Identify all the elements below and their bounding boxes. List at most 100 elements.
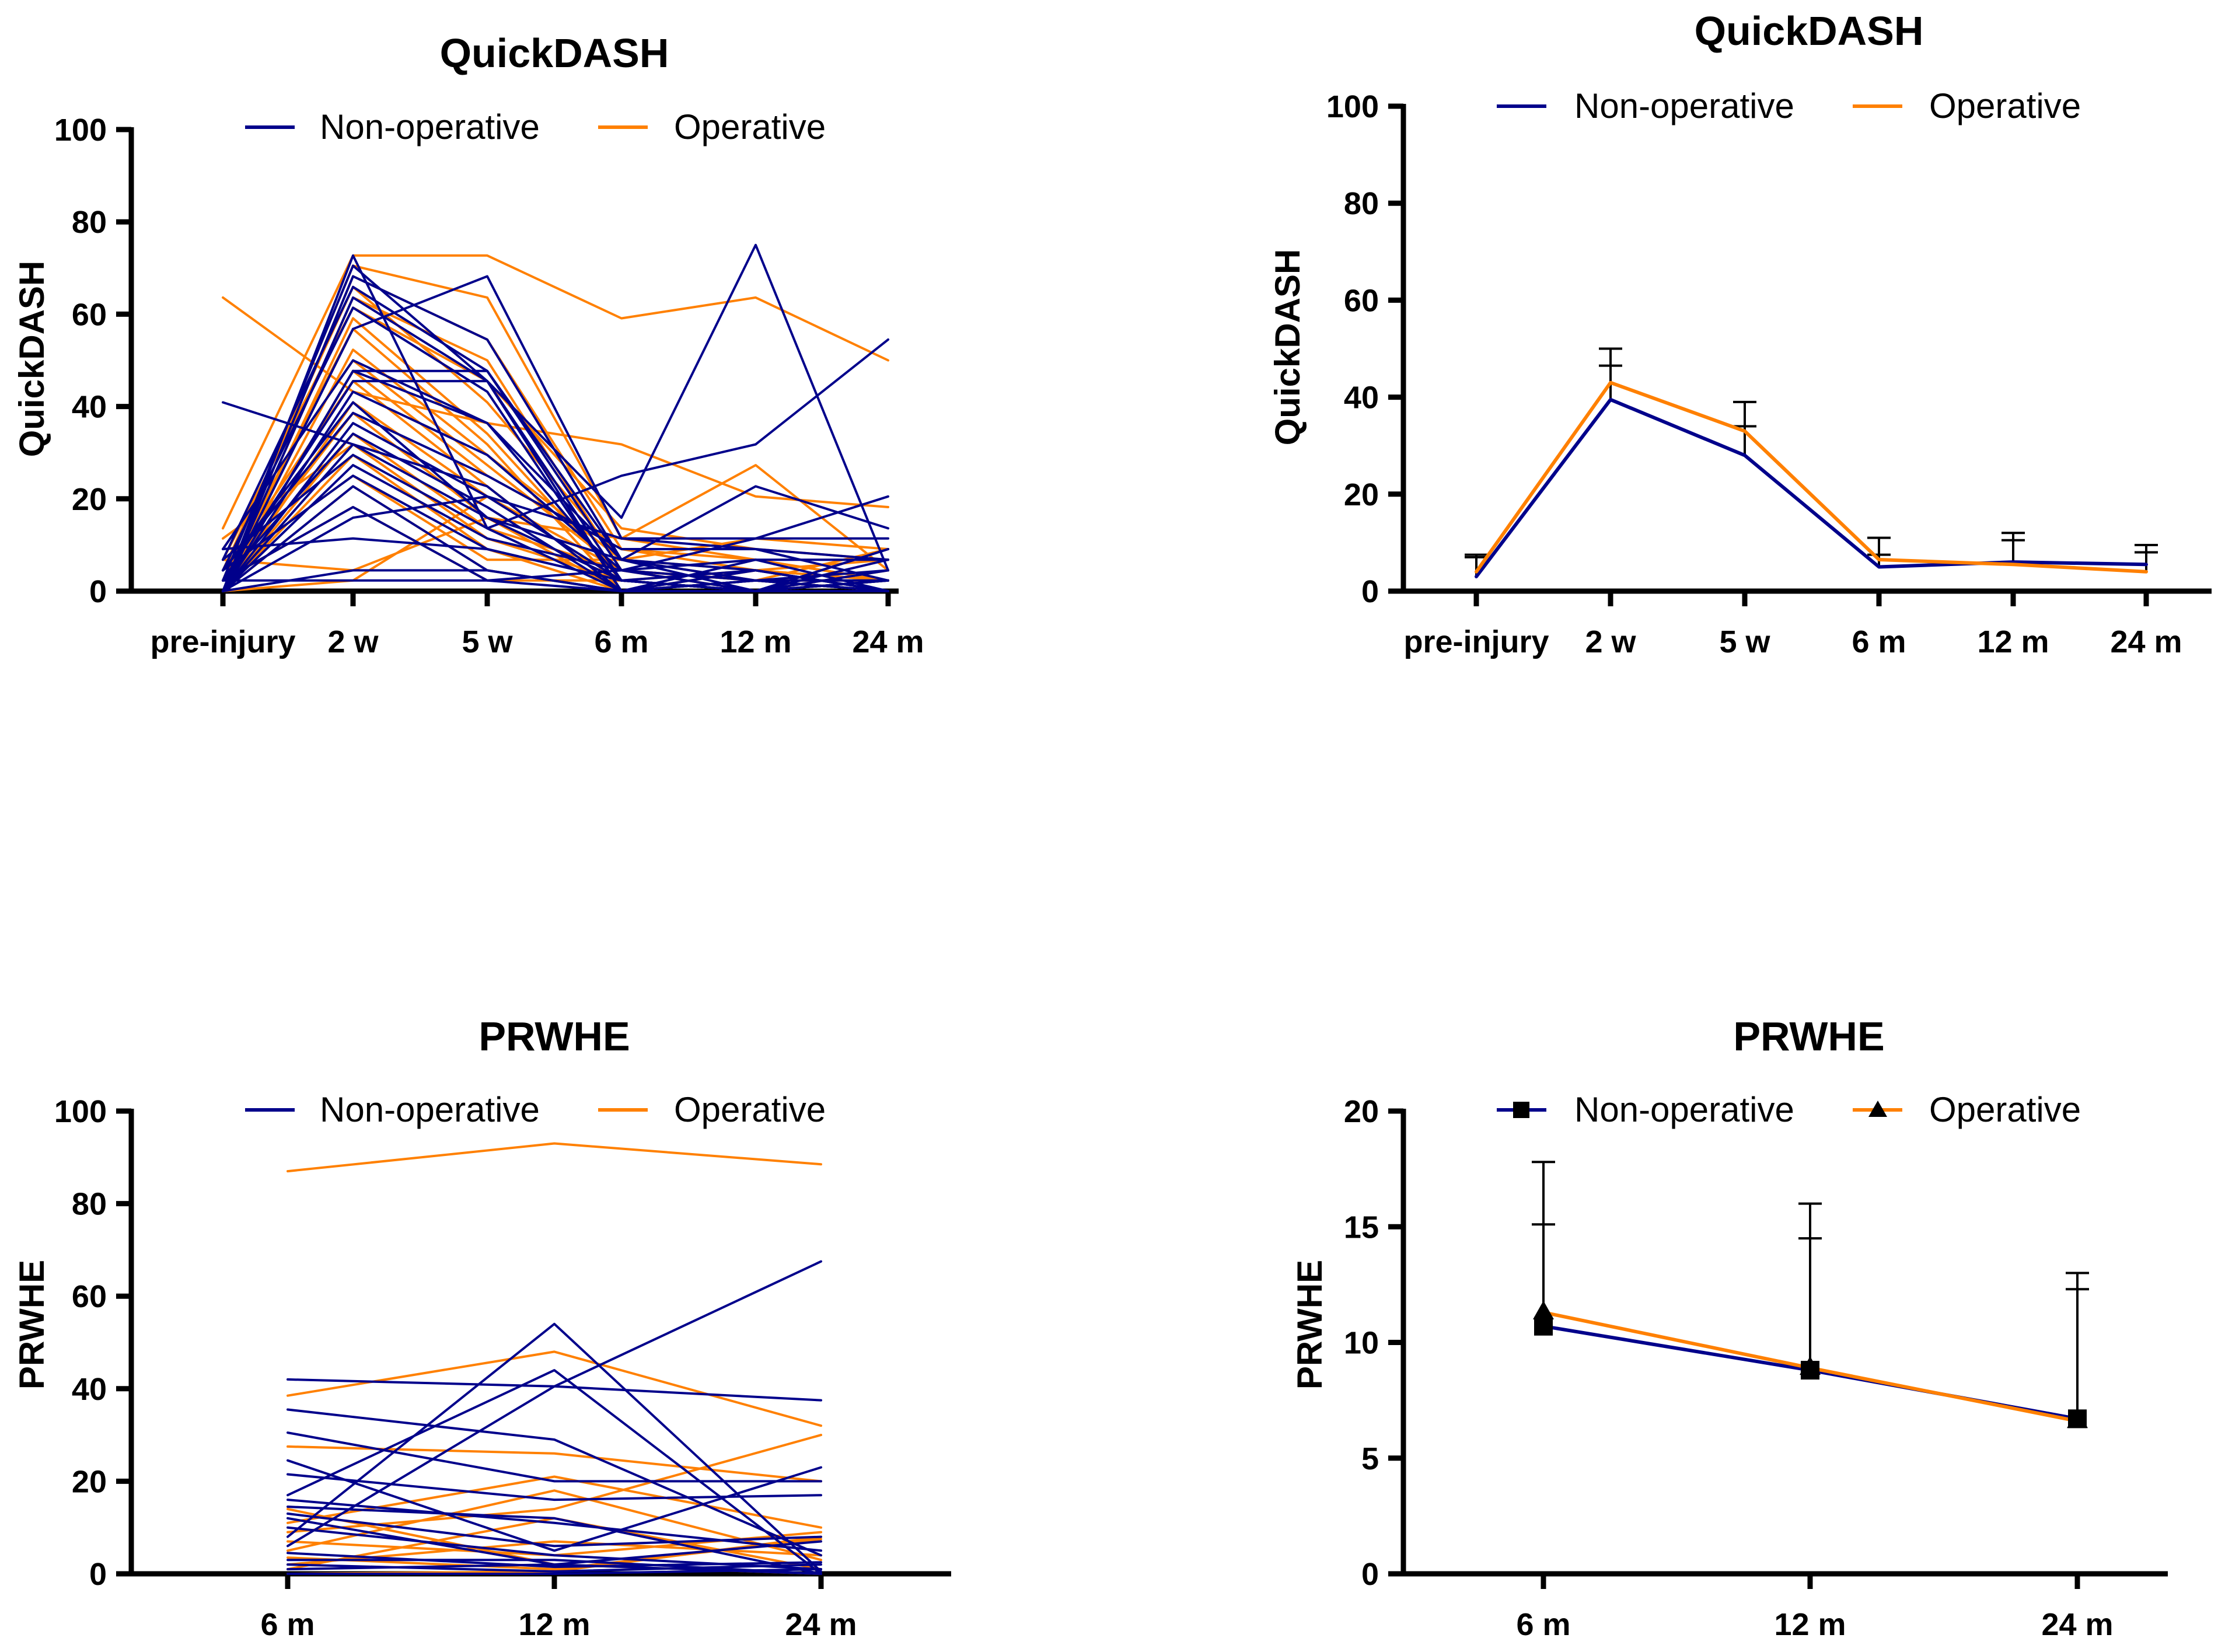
- y-tick-label: 100: [54, 1094, 107, 1129]
- series-line-non-operative: [287, 1322, 822, 1573]
- y-tick-label: 15: [1344, 1210, 1379, 1245]
- legend-label-operative: Operative: [674, 107, 826, 146]
- series-line-non-operative: [222, 243, 889, 582]
- panel-prwhe-mean: PRWHE PRWHE 0 5 10 15 20 6 m 12 m 24 m Non-oper…: [1290, 1014, 2168, 1642]
- y-tick-label: 0: [89, 574, 107, 609]
- series-line-non-operative: [222, 443, 889, 592]
- y-tick-label: 20: [72, 482, 107, 517]
- x-tick-label: 24 m: [852, 624, 924, 659]
- x-tick-label: 12 m: [518, 1607, 590, 1642]
- x-tick-label: 24 m: [785, 1607, 857, 1642]
- series-line-non-operative: [222, 495, 889, 592]
- plot-area: 0 20 40 60 80 100 pre-injury 2 w 5 w 6 m 12 m 24 m: [1326, 89, 2212, 659]
- series-line-non-operative: [222, 401, 889, 592]
- y-tick-label: 20: [72, 1464, 107, 1499]
- y-tick-label: 40: [72, 390, 107, 425]
- panel-quickdash-individual: QuickDASH QuickDASH 0 20 40 60 80 100 pre-inju…: [12, 30, 924, 659]
- x-tick-label: 5 w: [462, 624, 513, 659]
- plot-area: 0 20 40 60 80 100 pre-injury 2 w 5 w 6 m 12 m 24 m: [54, 113, 924, 659]
- legend-marker-triangle: [1868, 1101, 1887, 1117]
- y-tick-label: 10: [1344, 1326, 1379, 1361]
- y-tick-label: 80: [72, 1187, 107, 1222]
- x-tick-label: pre-injury: [1403, 624, 1549, 659]
- series-line-non-operative: [287, 1499, 822, 1552]
- panel-title: PRWHE: [1733, 1014, 1884, 1059]
- series-line-non-operative: [222, 464, 889, 592]
- y-tick-label: 60: [1344, 283, 1379, 318]
- legend-label-non-operative: Non-operative: [1574, 1090, 1794, 1129]
- panel-title: QuickDASH: [440, 30, 669, 76]
- x-tick-label: 24 m: [2110, 624, 2182, 659]
- data-point-square: [1534, 1316, 1553, 1336]
- x-tick-label: 12 m: [719, 624, 791, 659]
- data-point-triangle: [1800, 1356, 1821, 1375]
- legend-label-non-operative: Non-operative: [320, 1090, 540, 1129]
- y-tick-label: 20: [1344, 1094, 1379, 1129]
- legend: Non-operative Operative: [245, 107, 826, 146]
- series-line-non-operative: [1475, 397, 2148, 579]
- series-line-non-operative: [287, 1408, 822, 1557]
- y-tick-label: 0: [89, 1557, 107, 1592]
- y-axis-title: PRWHE: [12, 1260, 51, 1389]
- y-tick-label: 40: [72, 1372, 107, 1407]
- x-tick-label: 5 w: [1719, 624, 1770, 659]
- data-point-triangle: [1533, 1300, 1554, 1319]
- series-line-non-operative: [287, 1506, 822, 1575]
- legend: Non-operative Operative: [1497, 86, 2081, 125]
- series-line-operative: [222, 254, 889, 530]
- x-tick-label: 2 w: [327, 624, 379, 659]
- legend-marker-square: [1513, 1102, 1529, 1118]
- panel-quickdash-mean: QuickDASH QuickDASH 0 20 40 60 80 100 pre-inju…: [1268, 8, 2212, 659]
- x-tick-label: 6 m: [260, 1607, 315, 1642]
- y-tick-label: 0: [1361, 1557, 1379, 1592]
- series-line-non-operative: [287, 1369, 822, 1575]
- series-line-operative: [287, 1350, 822, 1427]
- legend-label-operative: Operative: [674, 1090, 826, 1129]
- x-tick-label: 6 m: [1516, 1607, 1570, 1642]
- x-tick-label: 2 w: [1585, 624, 1636, 659]
- panel-title: QuickDASH: [1695, 8, 1924, 54]
- series-line-non-operative: [222, 537, 889, 592]
- series-line-operative: [222, 296, 889, 508]
- legend-label-operative: Operative: [1929, 86, 2081, 125]
- panel-title: PRWHE: [478, 1014, 630, 1059]
- series-line-non-operative: [287, 1473, 822, 1501]
- series-line-non-operative: [222, 569, 889, 592]
- y-axis-title: QuickDASH: [1268, 249, 1307, 446]
- x-tick-label: pre-injury: [150, 624, 295, 659]
- series-line-operative: [287, 1142, 822, 1173]
- panel-prwhe-individual: PRWHE PRWHE 0 20 40 60 80 100 6 m 12 m 24 m Non-…: [12, 1014, 951, 1642]
- series-line-non-operative: [222, 369, 889, 592]
- y-tick-label: 60: [72, 1279, 107, 1314]
- plot-area: 0 5 10 15 20 6 m 12 m 24 m: [1344, 1094, 2168, 1642]
- y-axis-title: QuickDASH: [12, 261, 51, 457]
- series-line-non-operative: [287, 1431, 822, 1483]
- series-line-non-operative: [287, 1568, 822, 1575]
- legend-label-non-operative: Non-operative: [320, 107, 540, 146]
- series-line-non-operative: [287, 1552, 822, 1569]
- legend: Non-operative Operative: [245, 1090, 826, 1129]
- series-line-non-operative: [287, 1512, 822, 1548]
- series-line-non-operative: [287, 1559, 822, 1575]
- legend-label-operative: Operative: [1929, 1090, 2081, 1129]
- plot-area: 0 20 40 60 80 100 6 m 12 m 24 m: [54, 1094, 951, 1642]
- series-line-non-operative: [222, 275, 889, 592]
- y-tick-label: 100: [54, 113, 107, 148]
- y-tick-label: 0: [1361, 574, 1379, 609]
- series-line-non-operative: [222, 579, 889, 592]
- series-line-non-operative: [287, 1459, 822, 1552]
- y-tick-label: 80: [1344, 186, 1379, 221]
- x-tick-label: 24 m: [2041, 1607, 2113, 1642]
- x-tick-label: 6 m: [594, 624, 648, 659]
- y-tick-label: 100: [1326, 89, 1379, 124]
- series-line-operative: [287, 1489, 822, 1562]
- y-tick-label: 5: [1361, 1441, 1379, 1476]
- y-axis-title: PRWHE: [1290, 1260, 1329, 1389]
- series-line-non-operative: [222, 285, 889, 572]
- data-point-triangle: [2067, 1409, 2088, 1429]
- y-tick-label: 40: [1344, 380, 1379, 415]
- x-tick-label: 6 m: [1852, 624, 1906, 659]
- series-line-non-operative: [222, 453, 889, 592]
- legend: Non-operative Operative: [1497, 1090, 2081, 1129]
- y-tick-label: 20: [1344, 477, 1379, 512]
